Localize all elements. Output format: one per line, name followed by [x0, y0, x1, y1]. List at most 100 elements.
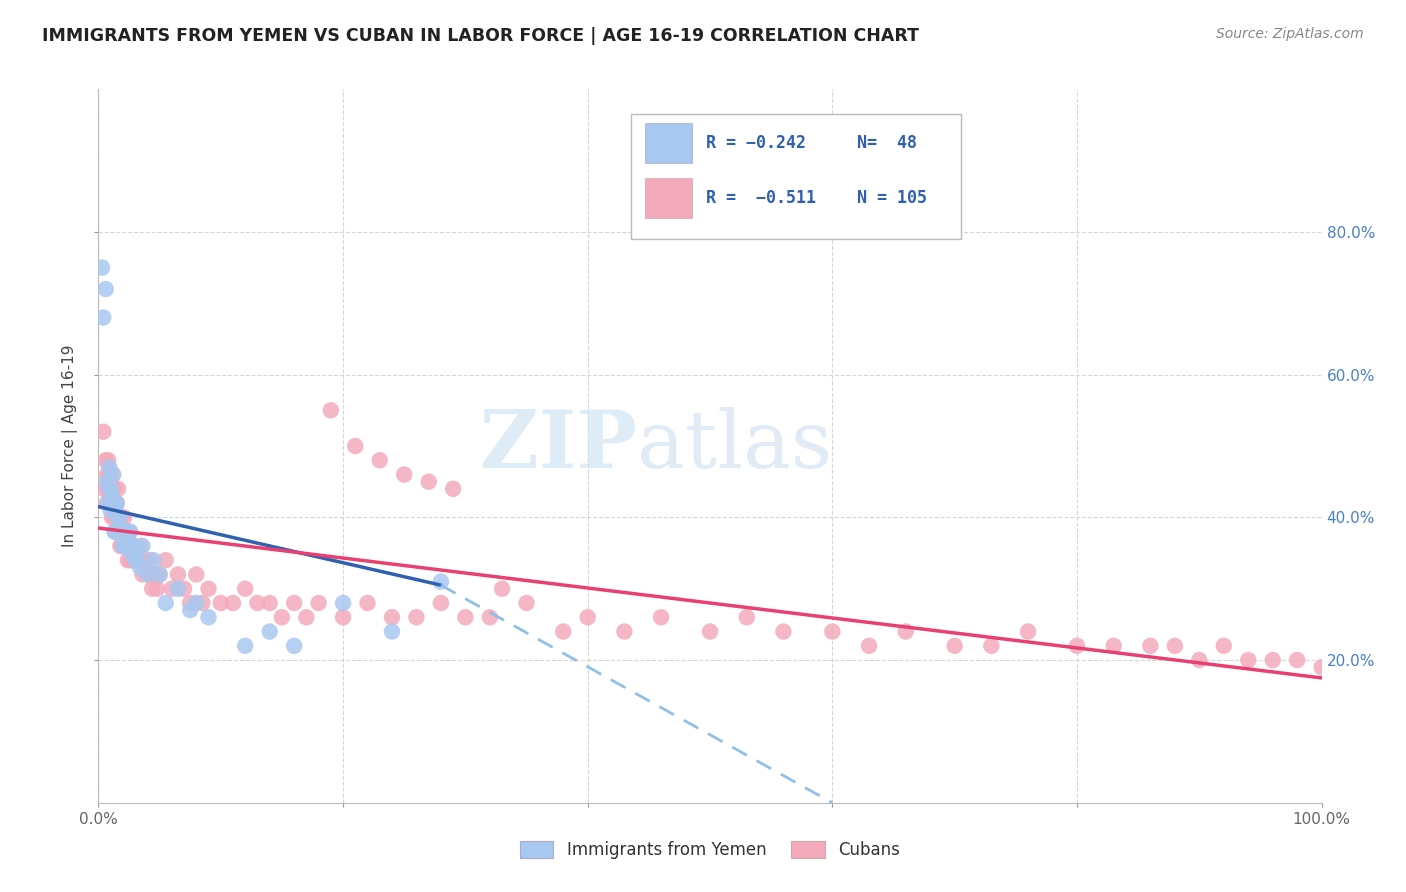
- Point: [454, 610, 477, 624]
- Point: [259, 596, 281, 610]
- Point: [108, 510, 131, 524]
- Point: [146, 582, 169, 596]
- Point: [332, 610, 354, 624]
- Point: [105, 496, 128, 510]
- Point: [173, 582, 195, 596]
- Point: [112, 524, 135, 539]
- Point: [108, 524, 131, 539]
- Point: [124, 553, 146, 567]
- Point: [114, 539, 136, 553]
- Point: [699, 624, 721, 639]
- Point: [110, 524, 132, 539]
- Point: [97, 453, 120, 467]
- Point: [222, 596, 245, 610]
- Point: [101, 467, 124, 482]
- Point: [441, 482, 464, 496]
- Text: R = −0.242: R = −0.242: [706, 134, 807, 152]
- Point: [108, 510, 131, 524]
- Point: [115, 524, 138, 539]
- Point: [91, 425, 114, 439]
- Point: [246, 596, 269, 610]
- Point: [101, 510, 124, 524]
- Point: [980, 639, 1002, 653]
- Point: [233, 639, 256, 653]
- Point: [134, 553, 156, 567]
- Point: [111, 539, 134, 553]
- Point: [96, 496, 118, 510]
- Point: [368, 453, 391, 467]
- Point: [1017, 624, 1039, 639]
- Point: [98, 460, 121, 475]
- Point: [858, 639, 880, 653]
- Point: [136, 567, 159, 582]
- Point: [98, 467, 121, 482]
- Point: [943, 639, 966, 653]
- Point: [155, 596, 177, 610]
- Point: [149, 567, 172, 582]
- Point: [1139, 639, 1161, 653]
- Y-axis label: In Labor Force | Age 16-19: In Labor Force | Age 16-19: [62, 344, 79, 548]
- Point: [124, 553, 146, 567]
- Point: [1261, 653, 1284, 667]
- Point: [143, 567, 166, 582]
- Point: [105, 524, 128, 539]
- Point: [259, 624, 281, 639]
- Point: [120, 524, 142, 539]
- Point: [1066, 639, 1088, 653]
- Text: IMMIGRANTS FROM YEMEN VS CUBAN IN LABOR FORCE | AGE 16-19 CORRELATION CHART: IMMIGRANTS FROM YEMEN VS CUBAN IN LABOR …: [42, 27, 920, 45]
- Point: [117, 553, 139, 567]
- Text: ZIP: ZIP: [479, 407, 637, 485]
- Point: [270, 610, 294, 624]
- Point: [295, 610, 318, 624]
- Point: [191, 596, 214, 610]
- Point: [101, 496, 124, 510]
- Point: [96, 467, 118, 482]
- Point: [107, 524, 129, 539]
- Point: [121, 539, 143, 553]
- Point: [103, 524, 125, 539]
- Point: [107, 510, 129, 524]
- Text: N = 105: N = 105: [856, 189, 927, 207]
- Point: [115, 524, 138, 539]
- Point: [111, 539, 134, 553]
- Point: [98, 489, 121, 503]
- Point: [167, 567, 190, 582]
- Point: [392, 467, 416, 482]
- Point: [101, 496, 124, 510]
- Point: [197, 582, 219, 596]
- Text: R =  −0.511: R = −0.511: [706, 189, 817, 207]
- Point: [94, 282, 117, 296]
- Point: [142, 553, 165, 567]
- Point: [209, 596, 232, 610]
- FancyBboxPatch shape: [630, 114, 960, 239]
- Point: [100, 467, 122, 482]
- Point: [141, 582, 163, 596]
- Point: [129, 539, 152, 553]
- Point: [91, 260, 114, 275]
- Point: [283, 596, 305, 610]
- Point: [121, 553, 143, 567]
- Point: [283, 639, 305, 653]
- Point: [103, 482, 125, 496]
- Point: [105, 496, 128, 510]
- Point: [118, 524, 141, 539]
- Point: [136, 567, 159, 582]
- Point: [103, 496, 125, 510]
- Point: [114, 539, 136, 553]
- Point: [120, 546, 142, 560]
- Point: [103, 510, 125, 524]
- Point: [111, 524, 134, 539]
- Point: [772, 624, 794, 639]
- Point: [1286, 653, 1309, 667]
- Point: [308, 596, 330, 610]
- Point: [553, 624, 575, 639]
- Point: [101, 467, 124, 482]
- Point: [160, 582, 183, 596]
- Point: [613, 624, 636, 639]
- Point: [1212, 639, 1234, 653]
- Point: [97, 496, 120, 510]
- Point: [233, 582, 256, 596]
- Point: [405, 610, 427, 624]
- Point: [104, 524, 127, 539]
- Point: [131, 567, 153, 582]
